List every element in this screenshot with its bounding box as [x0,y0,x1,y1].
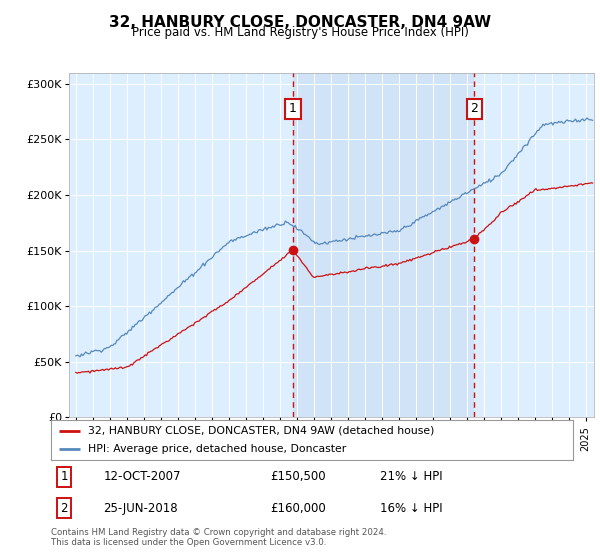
Text: 25-JUN-2018: 25-JUN-2018 [103,502,178,515]
Text: 2: 2 [470,102,478,115]
Text: Price paid vs. HM Land Registry's House Price Index (HPI): Price paid vs. HM Land Registry's House … [131,26,469,39]
Text: 1: 1 [289,102,297,115]
Text: 16% ↓ HPI: 16% ↓ HPI [380,502,442,515]
Text: 1: 1 [61,470,68,483]
Text: 2: 2 [61,502,68,515]
Bar [293,73,475,417]
Text: Contains HM Land Registry data © Crown copyright and database right 2024.
This d: Contains HM Land Registry data © Crown c… [51,528,386,547]
Text: £160,000: £160,000 [270,502,326,515]
Text: 21% ↓ HPI: 21% ↓ HPI [380,470,442,483]
Text: HPI: Average price, detached house, Doncaster: HPI: Average price, detached house, Donc… [88,445,346,454]
Text: 32, HANBURY CLOSE, DONCASTER, DN4 9AW: 32, HANBURY CLOSE, DONCASTER, DN4 9AW [109,15,491,30]
Text: 12-OCT-2007: 12-OCT-2007 [103,470,181,483]
Text: 32, HANBURY CLOSE, DONCASTER, DN4 9AW (detached house): 32, HANBURY CLOSE, DONCASTER, DN4 9AW (d… [88,426,434,436]
Text: £150,500: £150,500 [270,470,326,483]
